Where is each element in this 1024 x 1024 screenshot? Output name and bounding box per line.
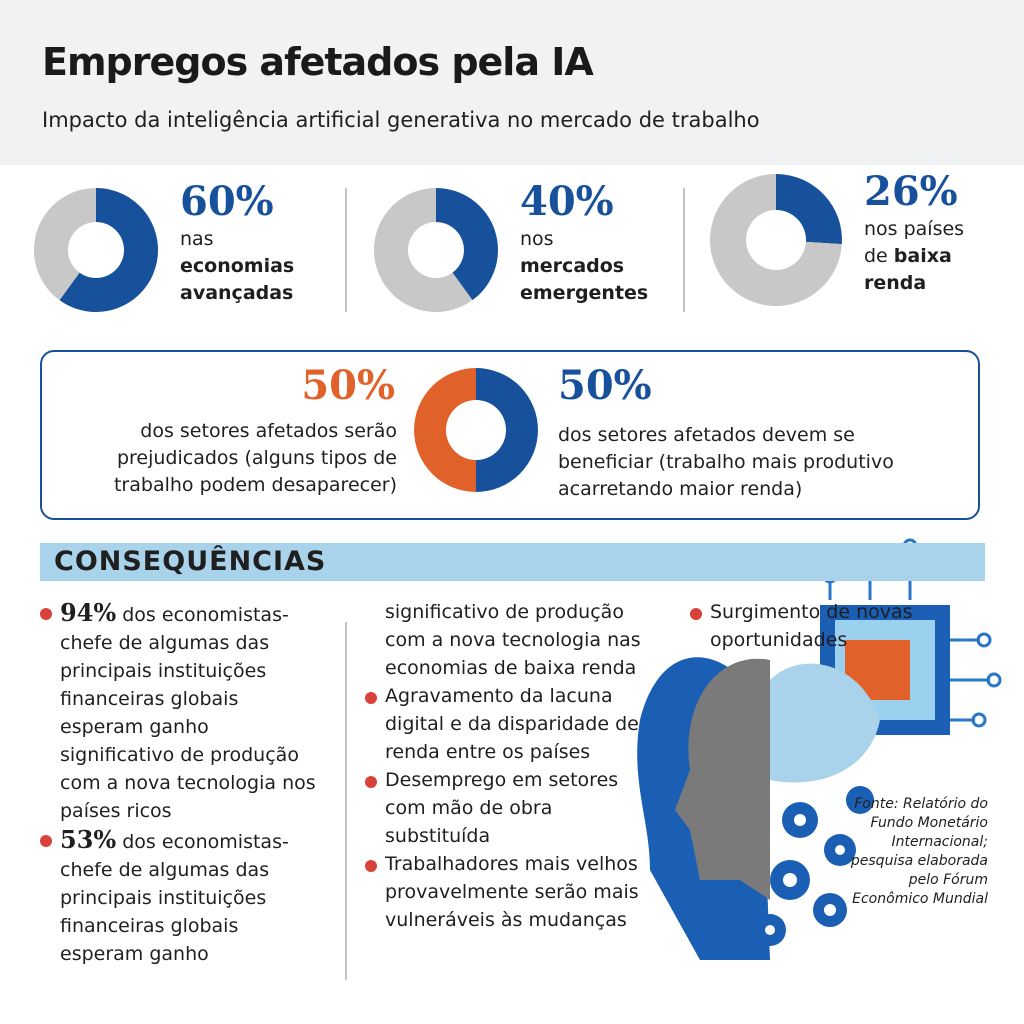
section-bar: CONSEQUÊNCIAS: [40, 543, 985, 581]
donut-share: [436, 188, 498, 301]
source: Fonte: Relatório do Fundo Monetário Inte…: [850, 796, 988, 907]
stat-bold: mercados emergentes: [520, 255, 649, 304]
split-right: [476, 368, 538, 492]
item-text: dos economistas-chefe de algumas das pri…: [60, 604, 316, 822]
donut-share: [776, 174, 842, 245]
split-box: [40, 350, 980, 520]
consequence-item: Trabalhadores mais velhos provavelmente …: [365, 850, 650, 934]
item-text: dos economistas-chefe de algumas das pri…: [60, 601, 641, 965]
stat-text: nos mercados emergentes: [520, 226, 660, 307]
stat-bold: baixa renda: [864, 245, 952, 294]
stat-percent: 40%: [520, 178, 614, 225]
stat-bold: economias avançadas: [180, 255, 295, 304]
stat-text: nas economias avançadas: [180, 226, 320, 307]
donut-rest: [374, 188, 473, 312]
section-heading: CONSEQUÊNCIAS: [54, 546, 327, 577]
stat-text: nos países de baixa renda: [864, 216, 974, 297]
stat-prefix: nos: [520, 228, 554, 250]
item-number: 53%: [60, 825, 117, 854]
right-text: dos setores afetados devem se beneficiar…: [558, 424, 894, 500]
item-text: Surgimento de novas oportunidades: [710, 601, 913, 651]
donut-rest: [710, 174, 842, 306]
stat-percent: 60%: [180, 178, 274, 225]
consequence-item: 53% dos economistas-chefe de algumas das…: [40, 598, 650, 983]
item-number: 94%: [60, 598, 117, 627]
stat-prefix: nos países de: [864, 218, 965, 267]
stat-percent: 26%: [864, 168, 958, 215]
donut-rest: [33, 188, 96, 301]
subtitle: Impacto da inteligência artificial gener…: [42, 108, 760, 132]
stat-prefix: nas: [180, 228, 214, 250]
consequence-list: 94% dos economistas-chefe de algumas das…: [40, 598, 913, 983]
donut-share: [59, 188, 158, 312]
item-text: Trabalhadores mais velhos provavelmente …: [385, 853, 639, 931]
right-percent: 50%: [558, 362, 652, 409]
split-left: [414, 368, 476, 492]
item-text: Desemprego em setores com mão de obra su…: [385, 769, 619, 847]
consequence-item: Agravamento da lacuna digital e da dispa…: [365, 682, 650, 766]
consequence-item: 94% dos economistas-chefe de algumas das…: [40, 598, 325, 825]
consequence-item: Desemprego em setores com mão de obra su…: [365, 766, 650, 850]
consequence-item: Surgimento de novas oportunidades: [690, 598, 975, 654]
left-percent: 50%: [301, 362, 395, 409]
item-text: Agravamento da lacuna digital e da dispa…: [385, 685, 639, 763]
title: Empregos afetados pela IA: [42, 40, 594, 84]
left-text: dos setores afetados serão prejudicados …: [113, 420, 397, 496]
donut-charts: [33, 174, 842, 492]
